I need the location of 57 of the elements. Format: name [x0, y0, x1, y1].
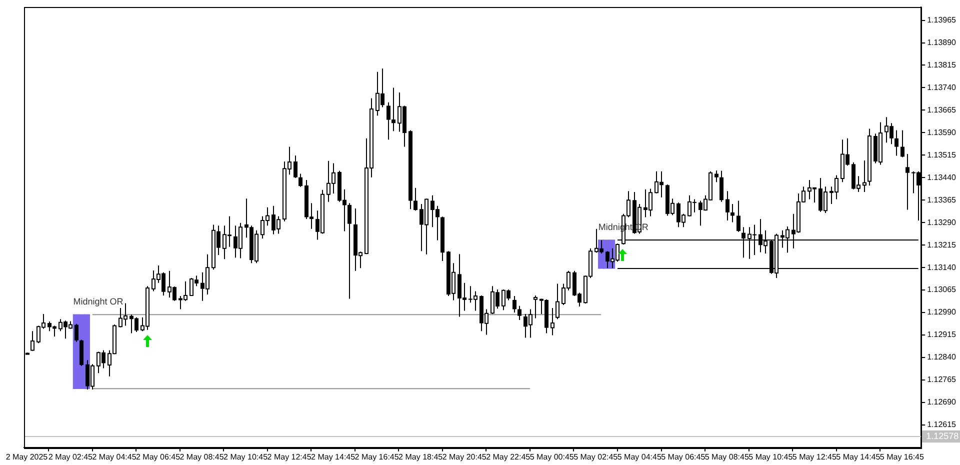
candlestick: [736, 200, 741, 232]
ref-line-label: 1.12578: [926, 430, 959, 441]
y-tick-label: 1.12765: [927, 375, 957, 384]
y-tick-label: 1.13440: [927, 172, 957, 182]
candlestick: [347, 202, 352, 300]
y-tick-label: 1.12840: [927, 352, 957, 362]
candlestick: [74, 323, 79, 342]
x-tick-label: 2 May 18:45: [398, 452, 444, 462]
y-tick-label: 1.13140: [927, 262, 957, 272]
candlestick: [719, 170, 724, 202]
y-tick-label: 1.13590: [927, 128, 957, 137]
y-tick-label: 1.13815: [927, 60, 957, 70]
y-tick-label: 1.12690: [927, 398, 957, 407]
x-tick-label: 2 May 10:45: [224, 452, 268, 462]
y-tick-label: 1.12990: [927, 308, 957, 317]
x-tick-label: 2 May 12:45: [267, 452, 312, 462]
x-tick-label: 2 May 2025: [6, 452, 48, 462]
x-tick-label: 5 May 10:45: [748, 452, 794, 462]
y-tick-label: 1.13965: [927, 15, 957, 24]
x-tick-label: 2 May 16:45: [354, 452, 400, 462]
y-tick-label: 1.12915: [927, 330, 957, 340]
y-tick-label: 1.13365: [927, 195, 957, 204]
y-tick-label: 1.13215: [927, 240, 957, 250]
y-tick-label: 1.13290: [927, 218, 957, 227]
x-tick-label: 5 May 02:45: [574, 452, 618, 462]
series-label: Midnight OR: [73, 296, 124, 307]
y-tick-label: 1.12615: [927, 420, 957, 430]
candlestick: [894, 130, 899, 156]
x-tick-label: 2 May 08:45: [180, 452, 224, 462]
candlestick: [730, 204, 735, 223]
candlestick: [900, 130, 905, 158]
x-tick-label: 5 May 14:45: [836, 452, 881, 462]
x-tick-label: 5 May 12:45: [792, 452, 837, 462]
x-tick-label: 2 May 14:45: [311, 452, 356, 462]
x-tick-label: 5 May 04:45: [617, 452, 662, 462]
candlestick: [517, 305, 522, 321]
x-tick-label: 5 May 16:45: [880, 452, 924, 462]
x-tick-label: 5 May 08:45: [704, 452, 750, 462]
candlestick: [512, 296, 517, 314]
candlestick: [298, 173, 303, 188]
x-tick-label: 2 May 02:45: [48, 452, 94, 462]
x-tick-label: 2 May 06:45: [136, 452, 181, 462]
y-tick-label: 1.13515: [927, 150, 957, 160]
x-tick-label: 2 May 20:45: [442, 452, 487, 462]
x-tick-label: 2 May 22:45: [486, 452, 531, 462]
x-tick-label: 5 May 06:45: [661, 452, 706, 462]
y-tick-label: 1.13065: [927, 285, 957, 294]
candlestick: [725, 190, 730, 222]
candlestick: [293, 154, 298, 178]
x-tick-label: 5 May 00:45: [530, 452, 574, 462]
candlestick: [413, 187, 418, 212]
y-tick-label: 1.13890: [927, 38, 957, 47]
candlestick: [905, 153, 910, 210]
y-tick-label: 1.13665: [927, 105, 957, 114]
candlestick: [714, 170, 719, 183]
y-tick-label: 1.13740: [927, 82, 957, 92]
x-tick-label: 2 May 04:45: [92, 452, 137, 462]
